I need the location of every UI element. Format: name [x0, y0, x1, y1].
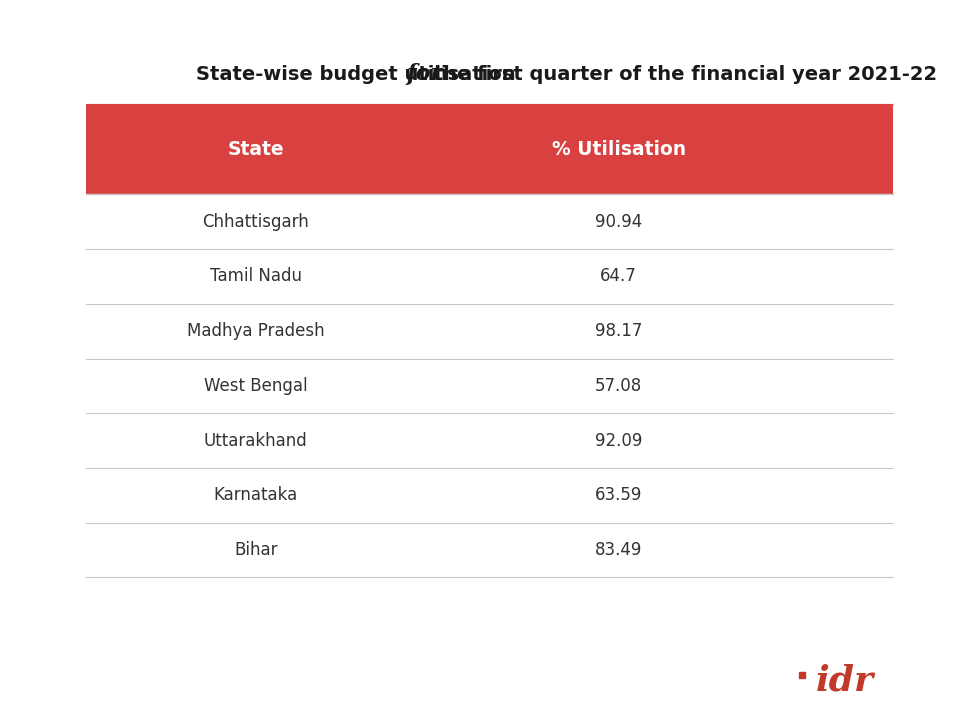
Text: State-wise budget utilisation: State-wise budget utilisation — [196, 65, 522, 84]
Text: 64.7: 64.7 — [600, 268, 637, 285]
Text: West Bengal: West Bengal — [204, 377, 307, 395]
Text: % Utilisation: % Utilisation — [552, 140, 685, 159]
Bar — [86, 104, 893, 194]
Text: Uttarakhand: Uttarakhand — [204, 432, 307, 449]
Text: Bihar: Bihar — [234, 541, 277, 559]
Text: 63.59: 63.59 — [595, 487, 642, 504]
Text: State: State — [228, 140, 284, 159]
Text: 92.09: 92.09 — [595, 432, 642, 449]
Text: 57.08: 57.08 — [595, 377, 642, 395]
Text: 90.94: 90.94 — [595, 212, 642, 230]
Text: Tamil Nadu: Tamil Nadu — [209, 268, 301, 285]
Text: 83.49: 83.49 — [595, 541, 642, 559]
Text: Madhya Pradesh: Madhya Pradesh — [187, 323, 324, 340]
Text: 98.17: 98.17 — [595, 323, 642, 340]
Text: for: for — [406, 63, 443, 85]
Text: Chhattisgarh: Chhattisgarh — [203, 212, 309, 230]
Text: idr: idr — [816, 663, 874, 698]
Text: Karnataka: Karnataka — [214, 487, 298, 504]
Text: the first quarter of the financial year 2021-22: the first quarter of the financial year … — [427, 65, 938, 84]
